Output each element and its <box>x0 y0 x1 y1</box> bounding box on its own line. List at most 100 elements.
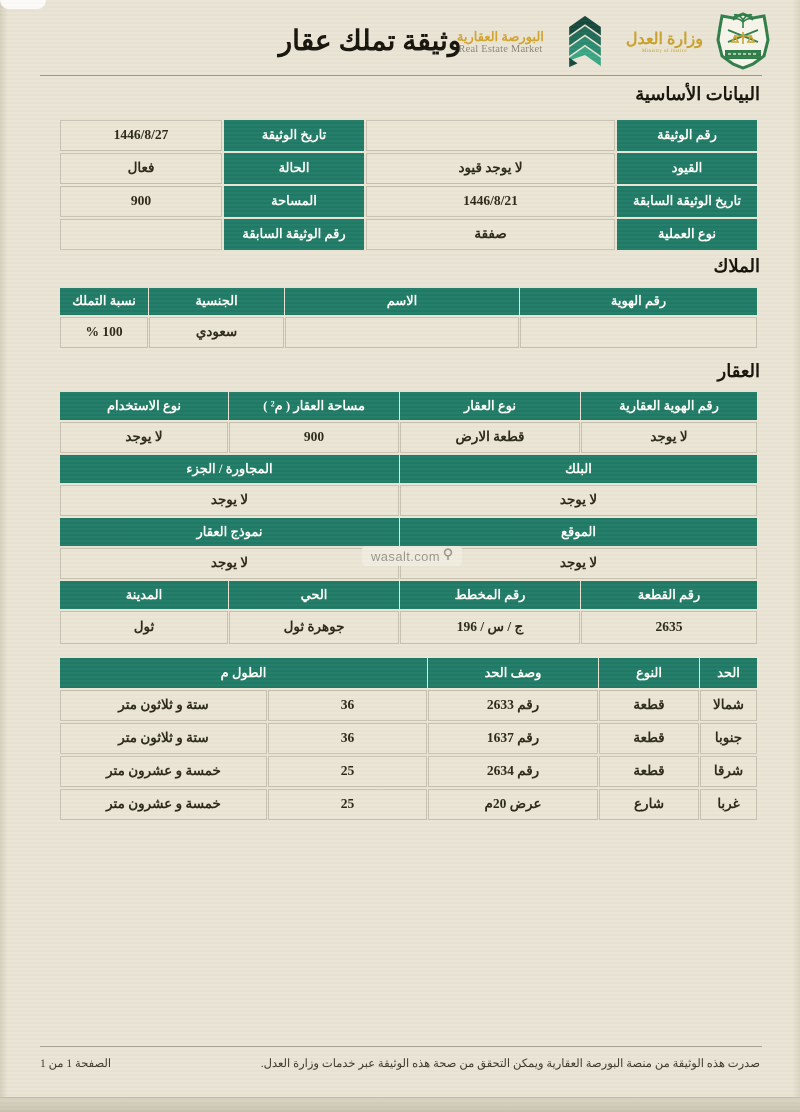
owner-name <box>285 317 519 348</box>
basic-label: القيود <box>617 153 757 184</box>
ministry-of-justice-label-en: Ministry of Justice <box>641 48 688 54</box>
basic-label: المساحة <box>224 186 364 217</box>
owners-table: رقم الهوية الاسم الجنسية نسبة التملك سعو… <box>60 288 757 348</box>
property-header: رقم الهوية العقارية <box>581 392 757 420</box>
property-value: قطعة الارض <box>400 422 580 453</box>
boundary-side: غربا <box>700 789 757 820</box>
header-logos: البورصة العقارية Real Estate Market وزار… <box>456 11 770 75</box>
property-value: لا يوجد <box>60 422 228 453</box>
property-value: لا يوجد <box>581 422 757 453</box>
ministry-of-justice-emblem-icon <box>716 11 770 75</box>
basic-label: الحالة <box>224 153 364 184</box>
boundaries-header: الحد <box>700 658 757 688</box>
basic-label: رقم الوثيقة <box>617 120 757 151</box>
boundaries-header: وصف الحد <box>428 658 598 688</box>
owners-header: الاسم <box>285 288 519 315</box>
boundary-length: 36 <box>268 723 427 754</box>
basic-label: نوع العملية <box>617 219 757 250</box>
ministry-of-justice-label-ar: وزارة العدل <box>625 30 703 48</box>
footer-note: صدرت هذه الوثيقة من منصة البورصة العقاري… <box>260 1058 760 1070</box>
property-header: الموقع <box>400 518 757 546</box>
owners-header: نسبة التملك <box>60 288 148 315</box>
plan-number: 196 / ج / س <box>400 611 580 644</box>
basic-data-table: رقم الوثيقة تاريخ الوثيقة 1446/8/27 القي… <box>60 120 757 250</box>
boundary-desc: رقم 1637 <box>428 723 598 754</box>
page-bottom-edge <box>0 1097 800 1112</box>
boundary-type: قطعة <box>599 756 699 787</box>
section-heading-basic: البيانات الأساسية <box>635 84 760 104</box>
wasalt-watermark: wasalt.com <box>362 546 463 566</box>
basic-label: تاريخ الوثيقة <box>224 120 364 151</box>
footer-page-number: الصفحة 1 من 1 <box>40 1058 112 1070</box>
boundaries-header: الطول م <box>60 658 427 688</box>
section-heading-property: العقار <box>717 361 760 381</box>
basic-value: 1446/8/21 <box>366 186 615 217</box>
boundary-length-text: خمسة و عشرون متر <box>60 789 267 820</box>
property-header: رقم المخطط <box>400 581 580 609</box>
property-table: رقم الهوية العقارية نوع العقار مساحة الع… <box>60 392 757 644</box>
section-heading-owners: الملاك <box>713 256 760 276</box>
boundary-length-text: ستة و ثلاثون متر <box>60 690 267 721</box>
city: ثول <box>60 611 228 644</box>
page-corner-highlight <box>0 0 46 9</box>
boundary-desc: رقم 2633 <box>428 690 598 721</box>
wasalt-watermark-text: wasalt.com <box>371 548 441 564</box>
boundary-length: 25 <box>268 789 427 820</box>
basic-value: لا يوجد قيود <box>366 153 615 184</box>
boundaries-table: الحد النوع وصف الحد الطول م شمالا قطعة ر… <box>60 658 757 820</box>
boundary-side: شمالا <box>700 690 757 721</box>
page-edge-left <box>0 0 8 1098</box>
boundary-desc: عرض 20م <box>428 789 598 820</box>
page-edge-right <box>792 0 800 1098</box>
page-title: وثيقة تملك عقار <box>278 26 462 57</box>
boundary-desc: رقم 2634 <box>428 756 598 787</box>
header-divider <box>40 75 762 76</box>
basic-label: تاريخ الوثيقة السابقة <box>617 186 757 217</box>
owner-share: 100 % <box>60 317 148 348</box>
owners-header: الجنسية <box>149 288 284 315</box>
property-value: لا يوجد <box>60 548 399 579</box>
property-header: نوع الاستخدام <box>60 392 228 420</box>
wasalt-pin-icon <box>443 548 453 564</box>
boundary-side: شرقا <box>700 756 757 787</box>
property-header: مساحة العقار ( م² ) <box>229 392 399 420</box>
basic-label: رقم الوثيقة السابقة <box>224 219 364 250</box>
owner-nationality: سعودي <box>149 317 284 348</box>
boundary-length: 36 <box>268 690 427 721</box>
basic-value <box>60 219 222 250</box>
footer-divider <box>40 1046 762 1047</box>
property-header: الحي <box>229 581 399 609</box>
property-header: نوع العقار <box>400 392 580 420</box>
real-estate-market-label-en: Real Estate Market <box>458 44 543 56</box>
boundary-side: جنوبا <box>700 723 757 754</box>
boundaries-header: النوع <box>599 658 699 688</box>
basic-value: فعال <box>60 153 222 184</box>
property-value: لا يوجد <box>400 485 757 516</box>
owners-header: رقم الهوية <box>520 288 757 315</box>
boundary-length: 25 <box>268 756 427 787</box>
district: جوهرة ثول <box>229 611 399 644</box>
property-value: 900 <box>229 422 399 453</box>
property-header: نموذج العقار <box>60 518 399 546</box>
property-header: رقم القطعة <box>581 581 757 609</box>
real-estate-market-logo: البورصة العقارية Real Estate Market <box>456 28 544 57</box>
basic-value: 900 <box>60 186 222 217</box>
basic-value: صفقة <box>366 219 615 250</box>
property-header: المجاورة / الجزء <box>60 455 399 483</box>
basic-value <box>366 120 615 151</box>
property-header: البلك <box>400 455 757 483</box>
owner-id <box>520 317 757 348</box>
boundary-type: قطعة <box>599 690 699 721</box>
boundary-type: قطعة <box>599 723 699 754</box>
plot-number: 2635 <box>581 611 757 644</box>
boundary-type: شارع <box>599 789 699 820</box>
real-estate-market-label-ar: البورصة العقارية <box>456 28 544 44</box>
boundary-length-text: ستة و ثلاثون متر <box>60 723 267 754</box>
property-value: لا يوجد <box>60 485 399 516</box>
property-header: المدينة <box>60 581 228 609</box>
ministry-of-justice-wordmark: وزارة العدل Ministry of Justice <box>625 30 703 54</box>
boundary-length-text: خمسة و عشرون متر <box>60 756 267 787</box>
basic-value: 1446/8/27 <box>60 120 222 151</box>
real-estate-market-chevron-icon <box>557 14 613 73</box>
